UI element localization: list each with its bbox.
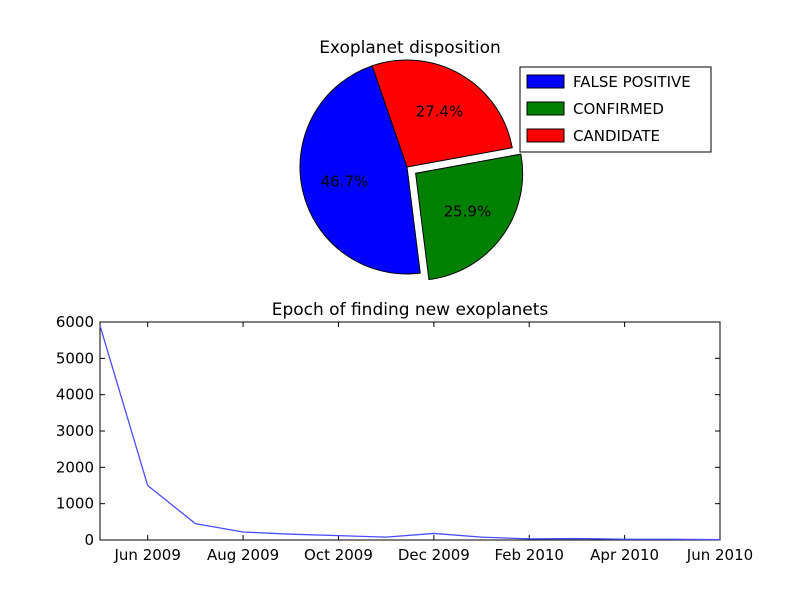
- y-tick-label: 4000: [56, 386, 94, 404]
- line-chart: Epoch of finding new exoplanets 0 1000 200…: [56, 300, 753, 564]
- pie-slice-label: 46.7%: [321, 173, 369, 191]
- pie-slice-confirmed: [415, 153, 524, 281]
- x-tick-label: Feb 2010: [494, 546, 564, 564]
- pie-slice-label: 27.4%: [416, 103, 464, 121]
- pie-legend: FALSE POSITIVE CONFIRMED CANDIDATE: [519, 66, 712, 153]
- y-tick-label: 1000: [56, 495, 94, 513]
- x-tick-label: Aug 2009: [207, 546, 279, 564]
- line-title: Epoch of finding new exoplanets: [272, 300, 549, 320]
- x-tick-label: Dec 2009: [398, 546, 470, 564]
- y-tick-label: 6000: [56, 313, 94, 331]
- plot-frame: [99, 321, 721, 541]
- line-series: [99, 325, 721, 541]
- pie-chart: Exoplanet disposition 46.7% 25.9% 27.4%: [299, 38, 524, 281]
- y-tick-label: 3000: [56, 422, 94, 440]
- x-tick-label: Oct 2009: [304, 546, 373, 564]
- legend-swatch: [526, 101, 565, 116]
- pie-slice-label: 25.9%: [444, 202, 492, 220]
- x-tick-label: Jun 2010: [686, 546, 753, 564]
- legend-swatch: [526, 128, 565, 143]
- y-tick-label: 2000: [56, 458, 94, 476]
- y-tick-label: 5000: [56, 349, 94, 367]
- legend-label: CONFIRMED: [573, 100, 664, 118]
- legend-label: FALSE POSITIVE: [573, 73, 691, 91]
- y-tick-label: 0: [84, 531, 94, 549]
- legend-swatch: [526, 74, 565, 89]
- pie-slice-candidate: [371, 59, 513, 168]
- legend-label: CANDIDATE: [573, 127, 660, 145]
- x-tick-label: Apr 2010: [590, 546, 659, 564]
- pie-title: Exoplanet disposition: [319, 38, 501, 58]
- x-tick-label: Jun 2009: [113, 546, 180, 564]
- pie-slice-false-positive: [299, 65, 421, 275]
